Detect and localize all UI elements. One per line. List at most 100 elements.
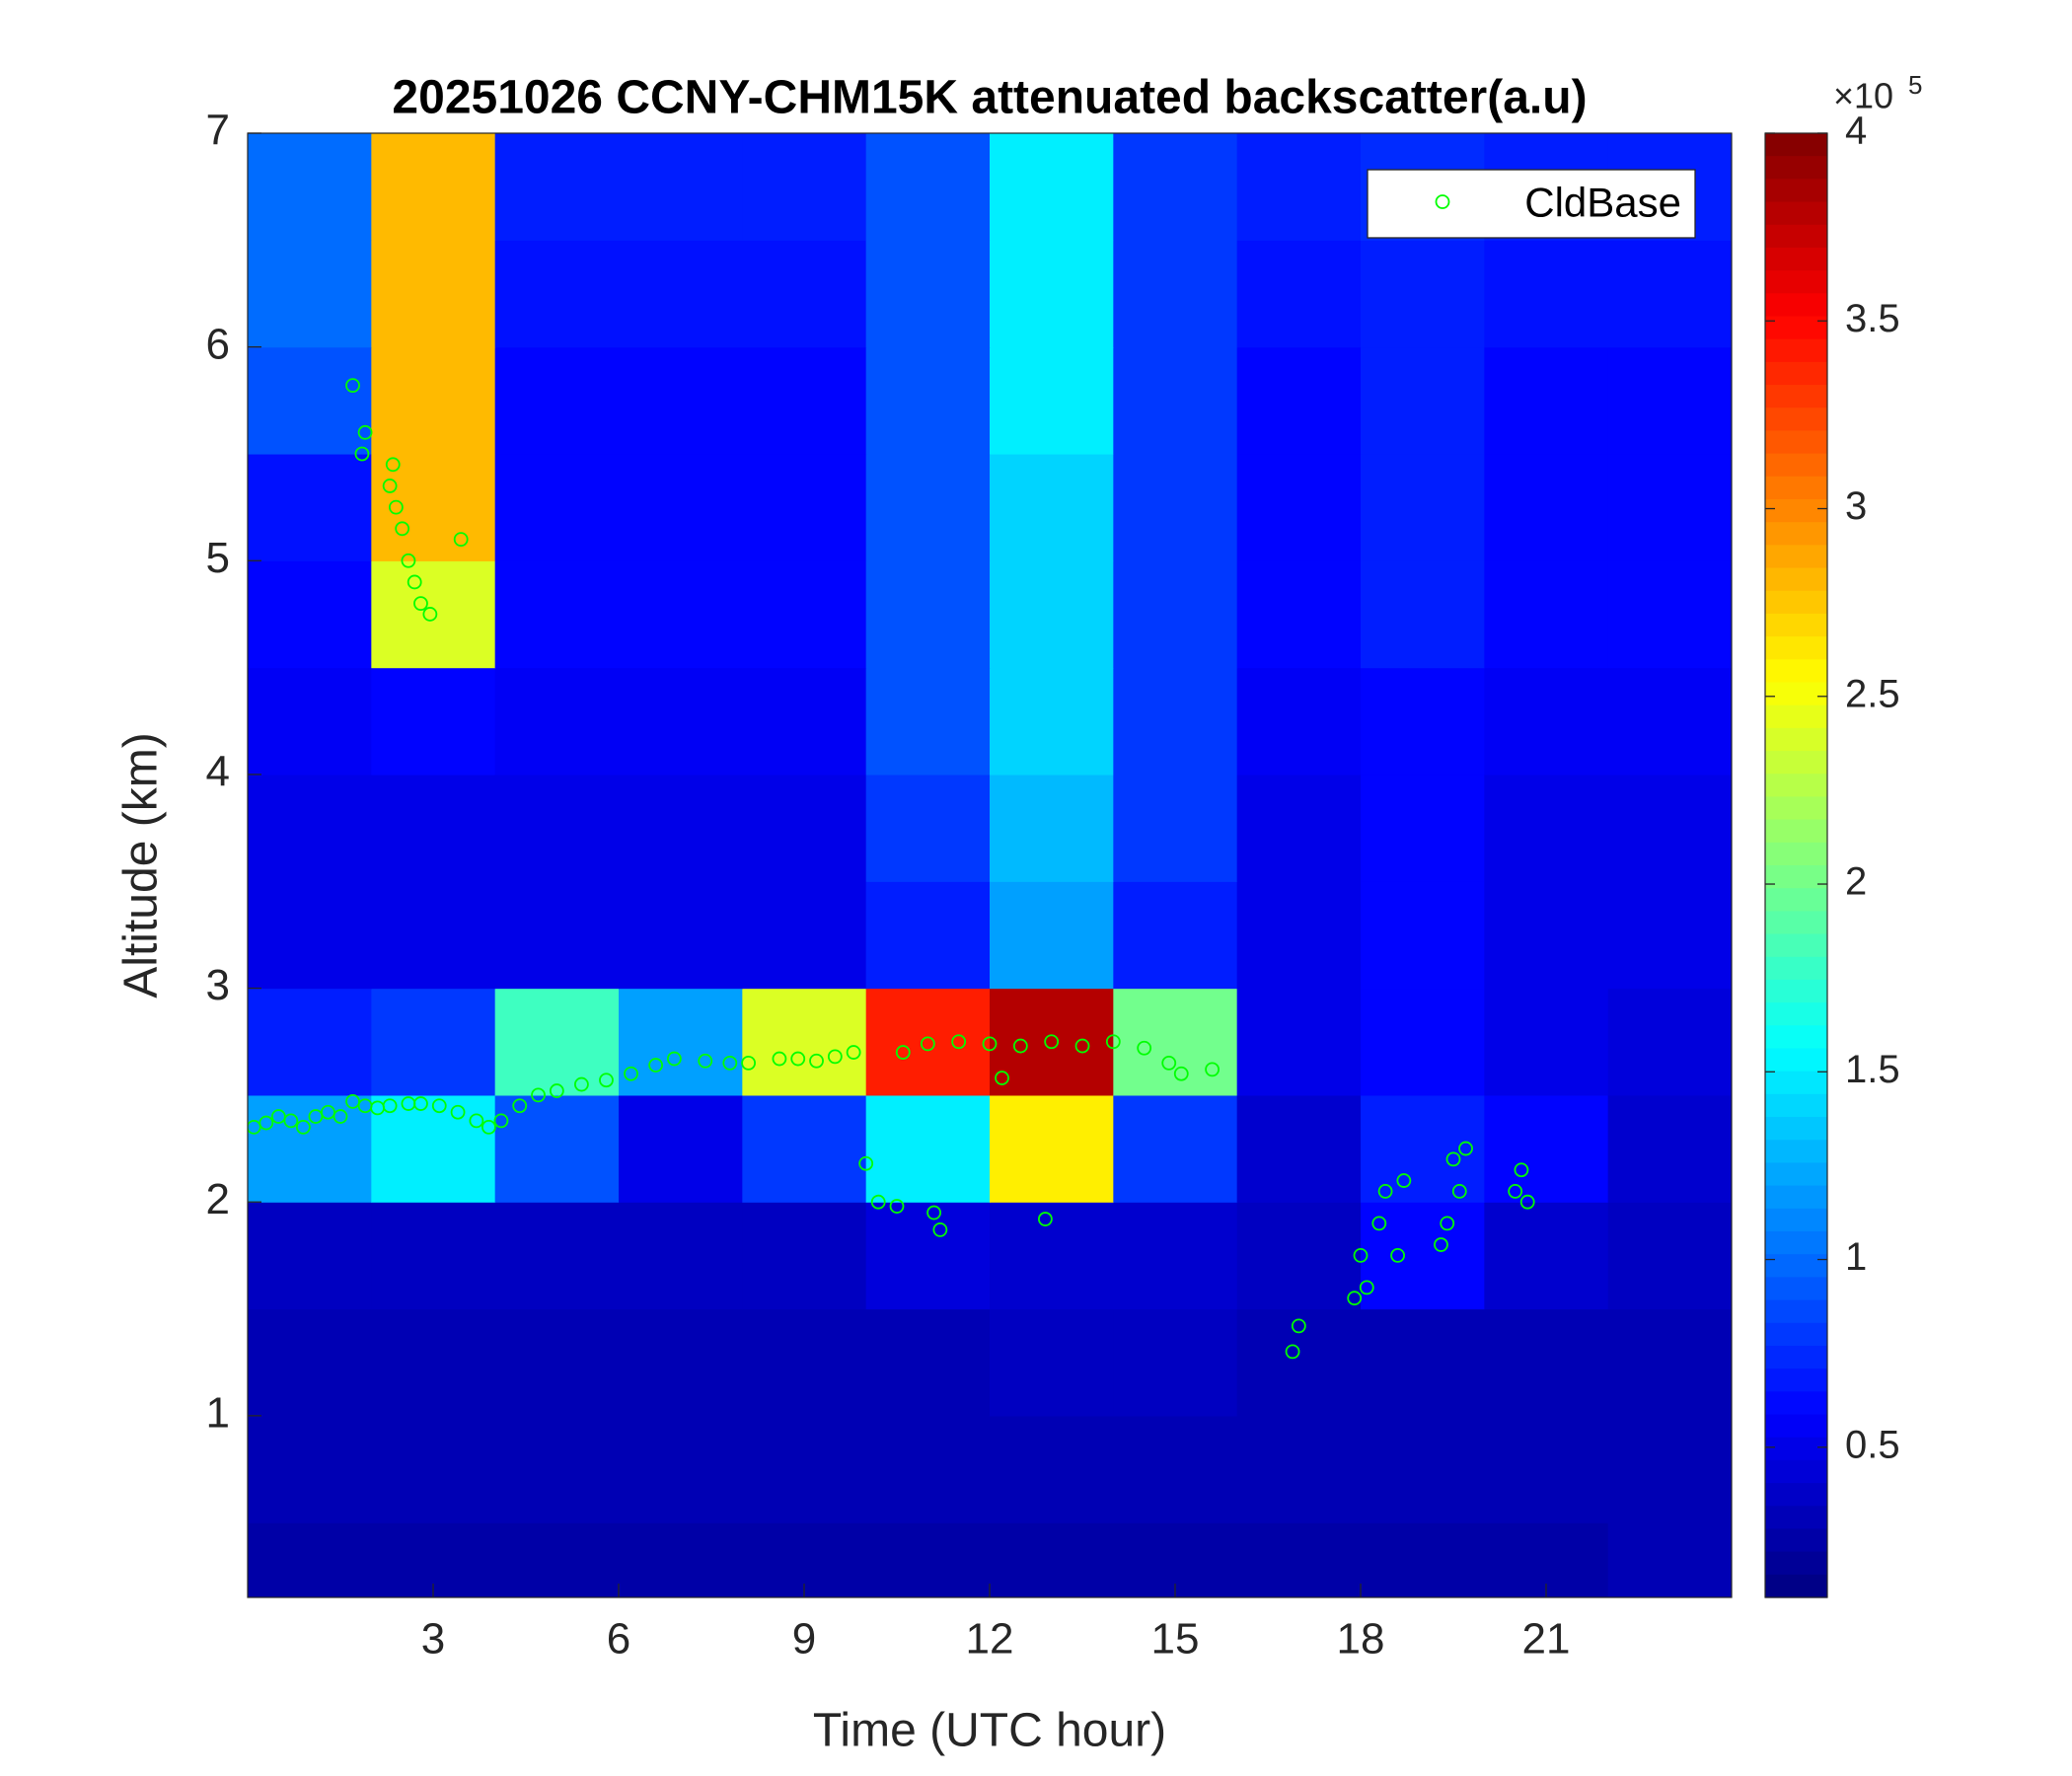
colorbar-swatch — [1765, 247, 1827, 271]
colorbar-swatch — [1765, 156, 1827, 180]
cloud-base-marker — [846, 1045, 861, 1060]
colorbar-swatch — [1765, 385, 1827, 408]
heat-cell — [619, 1308, 743, 1417]
colorbar-swatch — [1765, 727, 1827, 752]
heat-cell — [865, 240, 991, 348]
colorbar-swatch — [1765, 1414, 1827, 1439]
colorbar-swatch — [1765, 774, 1827, 798]
heat-cell — [865, 1094, 991, 1203]
colorbar-swatch — [1765, 911, 1827, 935]
cloud-base-marker — [493, 1113, 509, 1129]
colorbar-swatch — [1765, 1483, 1827, 1507]
heat-cell — [742, 346, 867, 455]
heat-cell — [1236, 1415, 1362, 1523]
heat-cell — [742, 881, 867, 990]
heat-cell — [742, 1415, 867, 1523]
colorbar-swatch — [1765, 1185, 1827, 1210]
heat-cell — [1236, 881, 1362, 990]
heat-cell — [619, 453, 743, 561]
heat-cell — [248, 1415, 372, 1523]
heat-cell — [1236, 133, 1362, 241]
cloud-base-marker — [1508, 1183, 1523, 1199]
cloud-base-marker — [481, 1119, 496, 1135]
colorbar-swatch — [1765, 1369, 1827, 1392]
colorbar-swatch — [1765, 1528, 1827, 1553]
heat-cell — [494, 1094, 620, 1203]
cloud-base-marker — [382, 479, 398, 493]
heat-cell — [1113, 1202, 1238, 1310]
cloud-base-marker — [1074, 1038, 1090, 1054]
heat-cell — [990, 1094, 1114, 1203]
heat-cell — [1607, 881, 1732, 990]
heat-cell — [371, 1094, 496, 1203]
heat-cell — [619, 1202, 743, 1310]
heat-cell — [1484, 560, 1609, 669]
x-tick-label: 9 — [792, 1615, 816, 1664]
heat-cell — [1484, 346, 1609, 455]
cloud-base-marker — [270, 1109, 286, 1124]
heat-cell — [1236, 240, 1362, 348]
cloud-base-marker — [382, 1098, 398, 1114]
heat-cell — [1361, 667, 1485, 776]
heat-cell — [990, 1522, 1114, 1597]
heat-cell — [248, 1522, 372, 1597]
heat-cell — [865, 453, 991, 561]
cloud-base-marker — [283, 1113, 299, 1129]
heat-cell — [1607, 240, 1732, 348]
colorbar-tick-label: 4 — [1845, 110, 1867, 153]
heat-cell — [371, 1415, 496, 1523]
colorbar-swatch — [1765, 842, 1827, 866]
cloud-base-marker — [722, 1055, 738, 1071]
cloud-base-marker — [1377, 1183, 1393, 1199]
colorbar-swatch — [1765, 888, 1827, 912]
colorbar-swatch — [1765, 979, 1827, 1003]
cloud-base-marker — [531, 1087, 546, 1103]
heat-cell — [248, 774, 372, 882]
colorbar-tick-label: 1 — [1845, 1235, 1867, 1279]
heat-cell — [494, 453, 620, 561]
cloud-base-marker — [982, 1036, 998, 1052]
colorbar-swatch — [1765, 956, 1827, 981]
cloud-base-marker — [827, 1049, 843, 1065]
x-axis-label: Time (UTC hour) — [813, 1705, 1166, 1757]
colorbar-swatch — [1765, 1322, 1827, 1347]
heat-cell — [1607, 988, 1732, 1096]
heat-cell — [619, 1094, 743, 1203]
cloud-base-marker — [512, 1098, 528, 1114]
heat-cell — [1361, 1202, 1485, 1310]
x-tick-label: 15 — [1151, 1615, 1200, 1664]
x-tick-label: 12 — [966, 1615, 1014, 1664]
colorbar-swatch — [1765, 1162, 1827, 1187]
cloud-base-marker — [248, 1119, 261, 1135]
heat-cell — [990, 240, 1114, 348]
heat-cell — [371, 240, 496, 348]
cloud-base-marker — [431, 1098, 447, 1114]
heat-cell — [494, 560, 620, 669]
heat-cell — [248, 988, 372, 1096]
heat-cell — [1113, 667, 1238, 776]
heat-cell — [1236, 560, 1362, 669]
heat-cell — [990, 346, 1114, 455]
heat-cell — [619, 988, 743, 1096]
heat-cell — [494, 1522, 620, 1597]
heatmap — [248, 133, 1732, 1597]
heat-cell — [990, 1308, 1114, 1417]
heat-cell — [865, 774, 991, 882]
cloud-base-marker — [549, 1083, 564, 1098]
heat-cell — [494, 1202, 620, 1310]
cloud-base-marker — [1514, 1162, 1529, 1178]
colorbar-tick-label: 3.5 — [1845, 297, 1900, 340]
heat-cell — [248, 1202, 372, 1310]
cloud-base-marker — [648, 1058, 663, 1073]
heat-cell — [1484, 1308, 1609, 1417]
colorbar-swatch — [1765, 133, 1827, 157]
cloud-base-marker — [1451, 1183, 1467, 1199]
heat-cell — [494, 346, 620, 455]
cloud-base-marker — [1205, 1062, 1220, 1077]
colorbar-swatch — [1765, 361, 1827, 386]
heat-cell — [371, 1202, 496, 1310]
heat-cell — [1236, 453, 1362, 561]
heat-cell — [1484, 881, 1609, 990]
cloud-base-marker — [1038, 1212, 1053, 1226]
cloud-base-marker — [995, 1071, 1009, 1085]
